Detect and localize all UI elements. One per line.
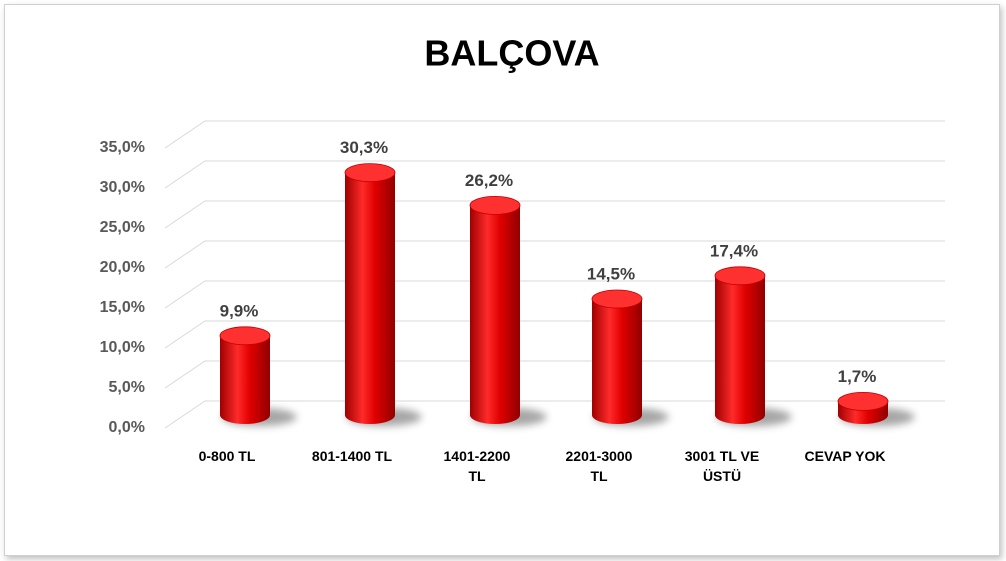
grid-line bbox=[164, 280, 945, 309]
value-label: 17,4% bbox=[710, 241, 758, 260]
bar-top bbox=[219, 326, 271, 346]
grid-line bbox=[164, 360, 945, 389]
x-tick-label: 2201-3000 TL bbox=[565, 448, 633, 484]
bar-top bbox=[469, 195, 521, 215]
y-tick-label: 25,0% bbox=[100, 219, 145, 236]
grid-line bbox=[164, 200, 945, 229]
value-label: 9,9% bbox=[220, 301, 259, 320]
bar bbox=[592, 299, 642, 424]
grid-line bbox=[164, 240, 945, 269]
bar bbox=[470, 205, 520, 424]
y-tick-label: 0,0% bbox=[109, 419, 145, 436]
y-tick-label: 30,0% bbox=[100, 179, 145, 196]
x-tick-label: CEVAP YOK bbox=[804, 448, 886, 464]
y-tick-label: 10,0% bbox=[100, 339, 145, 356]
value-label: 30,3% bbox=[340, 138, 388, 157]
grid-line bbox=[164, 320, 945, 349]
bar bbox=[715, 275, 765, 424]
bar-top bbox=[837, 391, 889, 411]
value-label: 14,5% bbox=[587, 264, 635, 283]
grid-line bbox=[164, 120, 945, 149]
y-tick-label: 35,0% bbox=[100, 139, 145, 156]
grid-line bbox=[164, 160, 945, 189]
value-label: 1,7% bbox=[838, 367, 877, 386]
bar-top bbox=[714, 266, 766, 286]
x-tick-label: 801-1400 TL bbox=[311, 448, 393, 464]
bar bbox=[220, 335, 270, 424]
y-tick-label: 20,0% bbox=[100, 259, 145, 276]
x-tick-label: 3001 TL VE ÜSTÜ bbox=[684, 448, 760, 484]
value-label: 26,2% bbox=[465, 171, 513, 190]
bar-top bbox=[591, 289, 643, 309]
x-tick-label: 1401-2200 TL bbox=[443, 448, 511, 484]
bar bbox=[345, 172, 395, 424]
chart-title: BALÇOVA bbox=[424, 33, 599, 74]
y-tick-label: 15,0% bbox=[100, 299, 145, 316]
y-tick-label: 5,0% bbox=[109, 379, 145, 396]
bar-top bbox=[344, 163, 396, 183]
x-tick-label: 0-800 TL bbox=[198, 448, 256, 464]
grid-line bbox=[164, 400, 945, 429]
